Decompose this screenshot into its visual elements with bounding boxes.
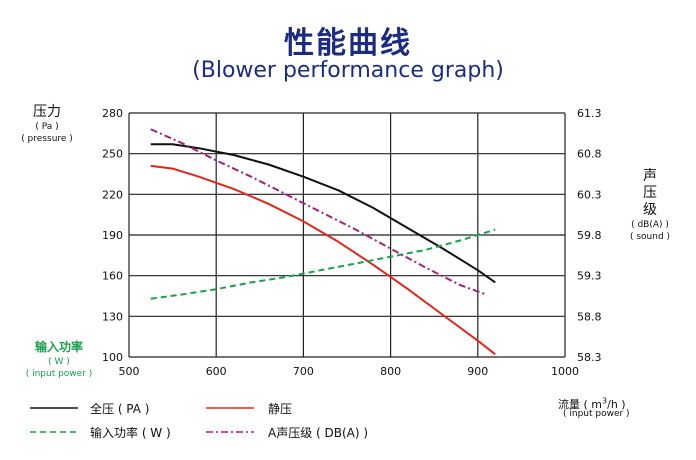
y-right-tick-label: 60.3 [577, 188, 602, 201]
legend-label-sound: A声压级 ( DB(A) ) [268, 426, 369, 440]
y-right-unit: ( dB(A) ) [631, 220, 669, 230]
legend-line-total [30, 407, 78, 409]
y-right-label-3: 级 [643, 202, 657, 218]
y-left-tick-label: 130 [102, 310, 123, 323]
y-right-label-2: 压 [643, 185, 657, 201]
y-right-label-1: 声 [643, 168, 657, 184]
power-label: 输入功率 [34, 340, 83, 354]
x-axis-unit-sup: 3 [602, 396, 608, 406]
y-left-axis-title: 压力 ( Pa ) ( pressure ) [20, 104, 74, 145]
legend-label-total: 全压 ( PA ) [90, 402, 150, 416]
y-left-tick-label: 190 [102, 229, 123, 242]
y-right-tick-label: 59.3 [577, 270, 602, 283]
y-right-tick-label: 60.8 [577, 148, 602, 161]
x-tick-label: 900 [467, 365, 488, 378]
y-left-label: 压力 [33, 104, 61, 120]
y-right-tick-label: 59.8 [577, 229, 602, 242]
y-right-sub: ( sound ) [629, 232, 671, 242]
x-tick-label: 700 [293, 365, 314, 378]
y-right-tick-label: 61.3 [577, 107, 602, 120]
y-left-tick-label: 160 [102, 270, 123, 283]
chart-subtitle: (Blower performance graph) [192, 58, 504, 83]
y-left-tick-label: 100 [102, 351, 123, 364]
y-right-tick-label: 58.3 [577, 351, 602, 364]
power-sub: ( input power ) [25, 369, 93, 379]
legend-label-static: 静压 [268, 402, 293, 416]
series-line-static [150, 164, 496, 356]
series-line-total [150, 143, 496, 284]
x-axis-unit-close: /h ) [607, 398, 626, 411]
legend-line-static [206, 407, 254, 409]
chart-title: 性能曲线 [284, 26, 412, 61]
y-left-tick-label: 280 [102, 107, 123, 120]
x-tick-label: 500 [119, 365, 140, 378]
series-line-power [150, 228, 496, 300]
y-left-tick-label: 220 [102, 188, 123, 201]
y-left-unit: ( Pa ) [35, 122, 59, 132]
x-axis-unit-open: ( m [583, 398, 603, 411]
x-tick-label: 1000 [551, 365, 579, 378]
legend-line-power [30, 431, 78, 433]
legend-label-power: 输入功率 ( W ) [90, 426, 171, 440]
y-left-tick-label: 250 [102, 148, 123, 161]
x-tick-label: 800 [380, 365, 401, 378]
y-left-sub: ( pressure ) [21, 134, 73, 144]
x-axis-label: 流量 [558, 398, 580, 411]
series-line-sound [150, 128, 487, 296]
legend-line-sound [206, 431, 254, 433]
power-axis-title: 输入功率 ( W ) ( input power ) [14, 339, 104, 380]
x-axis-title: 流量 ( m3/h ) [558, 396, 626, 412]
y-right-tick-label: 58.8 [577, 310, 602, 323]
power-unit: ( W ) [48, 357, 70, 367]
x-axis-sub: ( input power ) [563, 409, 630, 419]
x-tick-label: 600 [206, 365, 227, 378]
y-right-axis-title: 声 压 级 ( dB(A) ) ( sound ) [620, 168, 680, 243]
